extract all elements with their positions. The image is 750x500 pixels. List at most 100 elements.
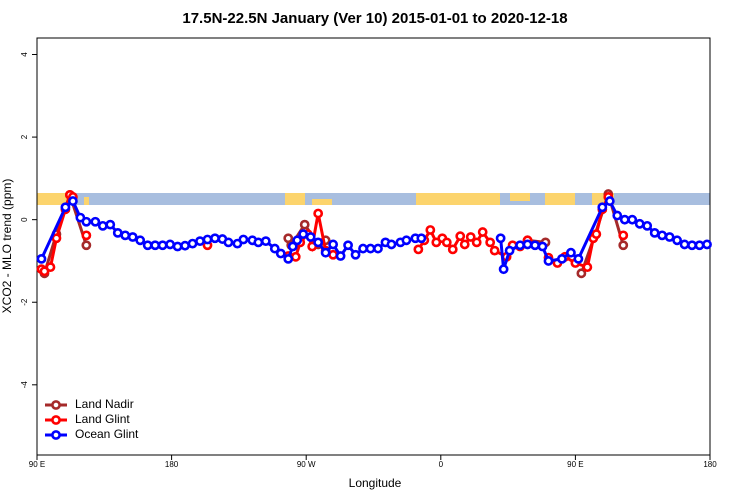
- y-tick-label: 2: [20, 134, 29, 139]
- data-point: [447, 244, 458, 255]
- data-point: [202, 234, 213, 245]
- data-point: [679, 239, 690, 250]
- data-point: [81, 240, 92, 251]
- data-point: [694, 240, 705, 251]
- y-tick-label: 0: [20, 217, 29, 222]
- data-point: [343, 240, 353, 251]
- data-point: [477, 227, 488, 237]
- data-point: [441, 237, 452, 248]
- data-point: [459, 239, 470, 250]
- y-tick-label: -4: [20, 381, 29, 389]
- data-point: [328, 249, 339, 260]
- data-point: [290, 251, 301, 262]
- data-point: [127, 232, 138, 242]
- data-point: [135, 235, 146, 246]
- data-point: [702, 239, 712, 250]
- data-point: [45, 262, 56, 273]
- y-axis-label: XCO2 - MLO trend (ppm): [0, 179, 14, 314]
- data-point: [489, 245, 500, 256]
- data-point: [51, 233, 62, 244]
- y-tick-label: 4: [20, 52, 29, 57]
- data-point: [142, 240, 153, 251]
- x-axis-label: Longitude: [349, 476, 402, 490]
- data-point: [495, 233, 506, 244]
- data-point: [522, 239, 533, 250]
- data-point: [401, 235, 412, 246]
- data-point: [576, 268, 587, 279]
- data-point: [471, 237, 482, 248]
- legend-label: Land Nadir: [75, 397, 134, 411]
- legend-marker: [51, 430, 61, 440]
- data-point: [260, 236, 271, 247]
- data-point: [687, 240, 697, 251]
- data-point: [81, 216, 92, 227]
- data-point: [313, 237, 324, 248]
- series-line: [40, 198, 708, 270]
- legend-marker: [51, 415, 61, 425]
- data-point: [485, 237, 496, 248]
- data-point: [618, 240, 629, 251]
- data-point: [165, 239, 176, 250]
- data-point: [67, 196, 78, 206]
- data-point: [150, 240, 161, 251]
- data-point: [657, 230, 668, 241]
- data-point: [582, 262, 593, 273]
- data-point: [97, 220, 108, 231]
- data-point: [320, 247, 331, 258]
- data-point: [157, 240, 168, 251]
- data-point: [386, 239, 397, 250]
- data-point: [313, 208, 324, 219]
- data-point: [416, 233, 427, 244]
- data-point: [455, 231, 466, 242]
- data-point: [642, 220, 653, 231]
- data-point: [557, 253, 567, 264]
- legend-label: Land Glint: [75, 412, 130, 426]
- x-tick-label: 180: [703, 460, 717, 469]
- data-point: [612, 210, 623, 221]
- data-point: [223, 237, 234, 248]
- y-tick-label: -2: [20, 298, 29, 306]
- x-tick-label: 90 E: [29, 460, 45, 469]
- data-point: [566, 247, 576, 258]
- data-point: [187, 238, 198, 249]
- data-point: [305, 232, 316, 242]
- data-point: [627, 214, 638, 225]
- data-point: [269, 243, 280, 254]
- data-point: [515, 240, 525, 251]
- data-point: [350, 249, 361, 260]
- data-point: [465, 232, 476, 242]
- data-point: [573, 253, 584, 264]
- data-point: [634, 218, 645, 229]
- data-point: [120, 230, 131, 241]
- data-point: [172, 241, 183, 252]
- data-point: [604, 196, 615, 206]
- data-point: [298, 229, 309, 240]
- data-point: [335, 251, 346, 261]
- data-point: [365, 243, 376, 254]
- data-point: [105, 219, 116, 230]
- x-tick-label: 90 E: [567, 460, 583, 469]
- data-point: [328, 239, 339, 250]
- data-point: [180, 240, 190, 251]
- data-point: [60, 202, 71, 213]
- data-point: [530, 240, 540, 251]
- legend-label: Ocean Glint: [75, 427, 139, 441]
- data-point: [649, 227, 660, 238]
- data-point: [543, 256, 554, 266]
- x-tick-label: 90 W: [297, 460, 316, 469]
- data-point: [672, 235, 682, 246]
- data-point: [591, 229, 602, 240]
- data-point: [373, 243, 383, 254]
- x-tick-label: 0: [439, 460, 444, 469]
- data-point: [253, 237, 264, 248]
- data-point: [537, 241, 548, 252]
- data-point: [36, 253, 47, 264]
- data-point: [413, 244, 424, 255]
- legend-marker: [51, 400, 61, 410]
- data-point: [287, 241, 298, 252]
- x-tick-label: 180: [165, 460, 179, 469]
- data-point: [210, 233, 220, 244]
- data-point: [425, 225, 436, 235]
- data-point: [275, 248, 286, 259]
